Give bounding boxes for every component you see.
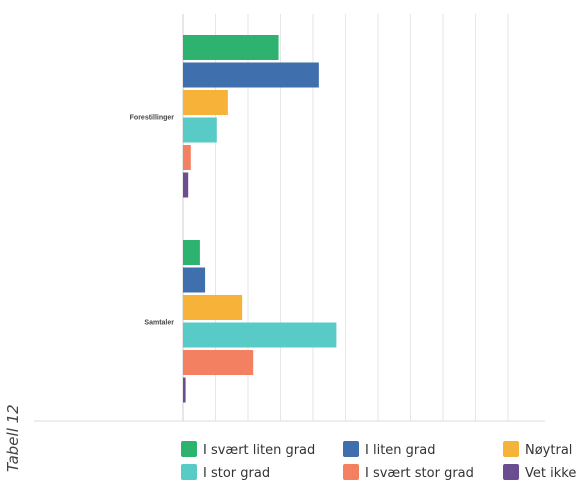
bar (183, 322, 337, 348)
bar (183, 172, 189, 198)
bar (183, 377, 186, 403)
category-label: Samtaler (144, 319, 174, 326)
legend-swatch (181, 464, 197, 480)
legend-label: I liten grad (365, 443, 435, 458)
legend-swatch (343, 441, 359, 457)
category-label: Forestillinger (130, 114, 175, 121)
bar (183, 145, 191, 170)
legend-label: I svært liten grad (203, 443, 315, 458)
legend-swatch (343, 464, 359, 480)
legend-swatch (503, 441, 519, 457)
bar (183, 117, 217, 143)
legend-label: I svært stor grad (365, 466, 474, 481)
legend-label: Vet ikke (525, 466, 576, 481)
legend-swatch (503, 464, 519, 480)
bar (183, 62, 319, 88)
bar (183, 240, 200, 265)
legend-label: I stor grad (203, 466, 270, 481)
bar (183, 267, 206, 293)
side-caption: Tabell 12 (4, 404, 22, 472)
bar (183, 350, 254, 375)
legend-label: Nøytral (525, 443, 572, 458)
bar (183, 35, 279, 60)
bar (183, 90, 228, 115)
legend-swatch (181, 441, 197, 457)
bar (183, 295, 243, 320)
